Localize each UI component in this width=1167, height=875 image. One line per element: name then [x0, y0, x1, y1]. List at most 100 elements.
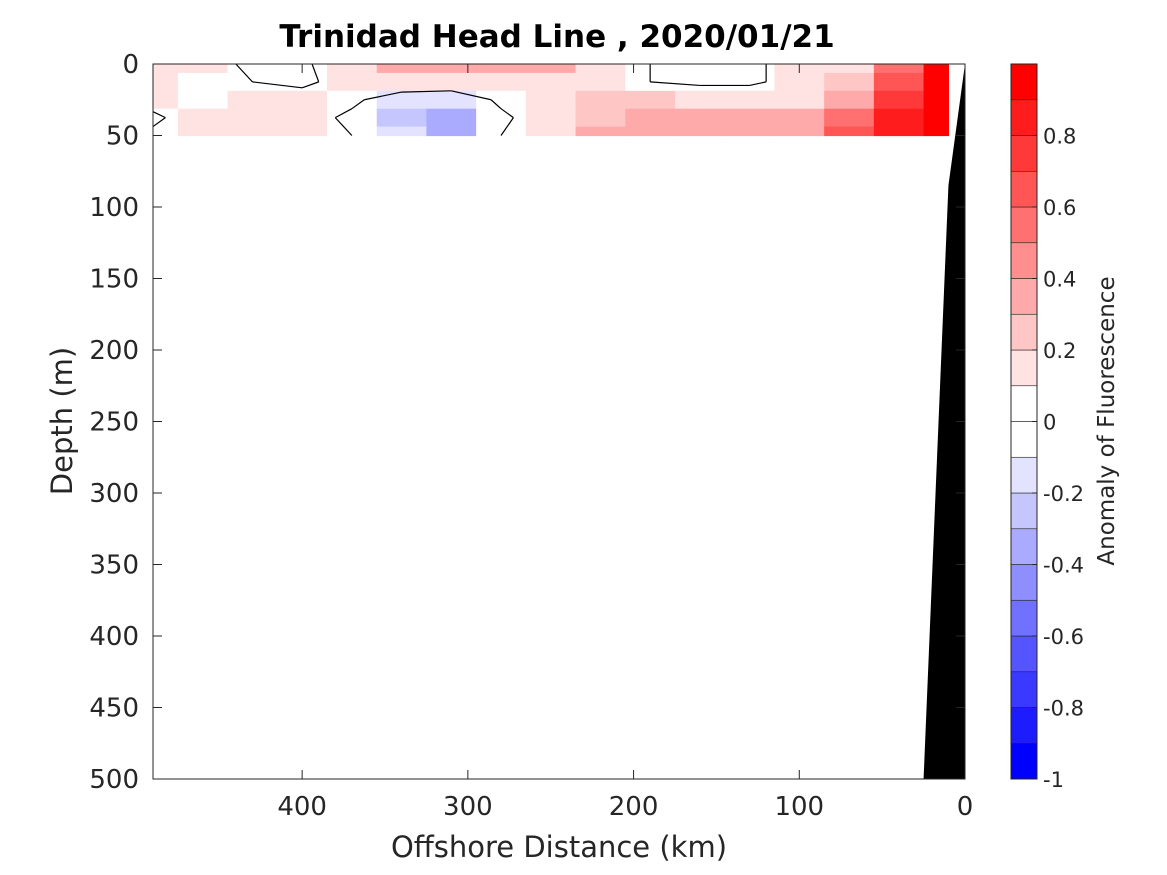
- colorbar-tick-label: 0.4: [1043, 268, 1076, 292]
- anomaly-cell: [774, 90, 825, 110]
- anomaly-cell: [153, 64, 179, 74]
- colorbar-tick-label: 0.8: [1043, 125, 1076, 149]
- anomaly-cell: [575, 64, 626, 74]
- bathymetry-layer: [923, 64, 965, 779]
- colorbar-band: [1010, 170, 1038, 208]
- anomaly-cell: [476, 126, 527, 137]
- bathymetry: [923, 64, 965, 779]
- anomaly-cell: [277, 108, 328, 128]
- anomaly-cell: [177, 126, 229, 137]
- anomaly-cell: [327, 108, 378, 128]
- anomaly-cell: [327, 90, 378, 110]
- anomaly-cell: [923, 108, 950, 128]
- anomaly-cell: [575, 126, 626, 137]
- y-tick-label: 250: [89, 408, 139, 438]
- anomaly-cell: [327, 72, 378, 92]
- anomaly-cell: [625, 126, 676, 137]
- anomaly-cell: [476, 72, 527, 92]
- y-axis: 0 50 100 150 200 250 300 350 400 450 500: [89, 50, 965, 795]
- anomaly-cell: [675, 126, 726, 137]
- anomaly-cell: [426, 90, 477, 110]
- colorbar-band: [1010, 707, 1038, 744]
- x-tick-label: 100: [774, 792, 824, 822]
- colorbar-band: [1010, 242, 1038, 279]
- y-tick-label: 400: [89, 622, 139, 652]
- anomaly-cell: [575, 90, 626, 110]
- anomaly-cell: [873, 126, 925, 137]
- colorbar-band: [1010, 528, 1038, 565]
- anomaly-cell: [426, 64, 477, 74]
- anomaly-cell: [873, 64, 925, 74]
- contour-segment: [650, 81, 700, 87]
- colorbar-label: Anomaly of Fluorescence: [1094, 276, 1120, 565]
- x-tick-label: 0: [957, 792, 974, 822]
- anomaly-cell: [774, 72, 825, 92]
- anomaly-cell: [376, 64, 428, 74]
- y-tick-label: 200: [89, 336, 139, 366]
- anomaly-cell: [923, 126, 950, 137]
- x-axis-label: Offshore Distance (km): [391, 830, 727, 864]
- anomaly-cell: [426, 126, 477, 137]
- anomaly-cell: [376, 72, 428, 92]
- colorbar-band: [1010, 349, 1038, 387]
- anomaly-cell: [824, 108, 875, 128]
- anomaly-cell: [153, 90, 179, 110]
- anomaly-cell: [376, 126, 428, 137]
- anomaly-cell: [873, 90, 925, 110]
- colorbar-band: [1010, 385, 1038, 422]
- zero-contours: [153, 64, 767, 136]
- anomaly-cell: [277, 90, 328, 110]
- colorbar-band: [1010, 278, 1038, 315]
- colorbar-band: [1010, 671, 1038, 708]
- anomaly-cell: [675, 72, 726, 92]
- colorbar: 0.8 0.6 0.4 0.2 0 -0.2 -0.4 -0.6 -0.8 -1: [1010, 63, 1084, 792]
- contour-segment: [335, 108, 353, 119]
- x-tick-label: 300: [443, 792, 493, 822]
- contour-segment: [500, 117, 514, 136]
- anomaly-cell: [153, 126, 179, 137]
- colorbar-band: [1010, 599, 1038, 637]
- contour-segment: [351, 99, 365, 110]
- anomaly-cell: [575, 108, 626, 128]
- anomaly-cell: [525, 72, 577, 92]
- anomaly-cell: [277, 126, 328, 137]
- contour-segment: [334, 117, 353, 136]
- anomaly-cell: [177, 64, 229, 74]
- colorbar-tick-label: -0.4: [1043, 554, 1084, 578]
- anomaly-cell: [625, 90, 676, 110]
- plot-background: [153, 64, 965, 779]
- colorbar-band: [1010, 99, 1038, 136]
- colorbar-tick-label: 0.2: [1043, 339, 1076, 363]
- anomaly-cell: [525, 126, 577, 137]
- y-tick-label: 300: [89, 479, 139, 509]
- x-tick-label: 200: [609, 792, 659, 822]
- y-tick-label: 450: [89, 694, 139, 724]
- anomaly-cell: [426, 72, 477, 92]
- contour-segment: [451, 90, 492, 101]
- anomaly-cell: [675, 64, 726, 74]
- anomaly-cell: [327, 64, 378, 74]
- anomaly-cell: [824, 64, 875, 74]
- contour-segment: [401, 90, 452, 93]
- contour-segment: [311, 64, 320, 83]
- anomaly-cell: [376, 108, 428, 128]
- anomaly-cell: [923, 64, 950, 74]
- y-tick-label: 50: [106, 122, 139, 152]
- contour-segment: [252, 81, 303, 89]
- anomaly-cell: [426, 108, 477, 128]
- colorbar-band: [1010, 135, 1038, 172]
- anomaly-cell: [525, 108, 577, 128]
- anomaly-cell: [575, 72, 626, 92]
- colorbar-band: [1010, 421, 1038, 458]
- anomaly-cell: [476, 108, 527, 128]
- colorbar-band: [1010, 63, 1038, 101]
- anomaly-cell: [227, 64, 278, 74]
- anomaly-cell: [824, 90, 875, 110]
- anomaly-cell: [675, 90, 726, 110]
- contour-segment: [500, 108, 514, 119]
- x-axis: 400 300 200 100 0: [277, 64, 973, 822]
- anomaly-cell: [724, 72, 776, 92]
- anomaly-cell: [376, 90, 428, 110]
- contour-segment: [749, 81, 767, 87]
